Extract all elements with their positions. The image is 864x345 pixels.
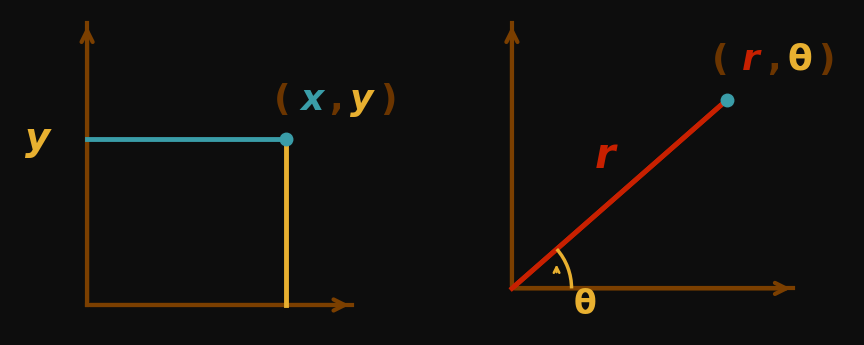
Text: r: r [741,43,759,77]
Text: y: y [350,83,374,117]
Text: x: x [301,83,324,117]
Text: (: ( [712,43,729,77]
Text: ,: , [328,83,342,117]
Text: r: r [594,135,615,177]
Text: ): ) [380,83,397,117]
Text: ,: , [766,43,780,77]
Text: y: y [25,120,50,158]
Text: ): ) [818,43,835,77]
Text: (: ( [274,83,291,117]
Text: θ: θ [574,288,596,322]
Text: θ: θ [788,43,812,77]
